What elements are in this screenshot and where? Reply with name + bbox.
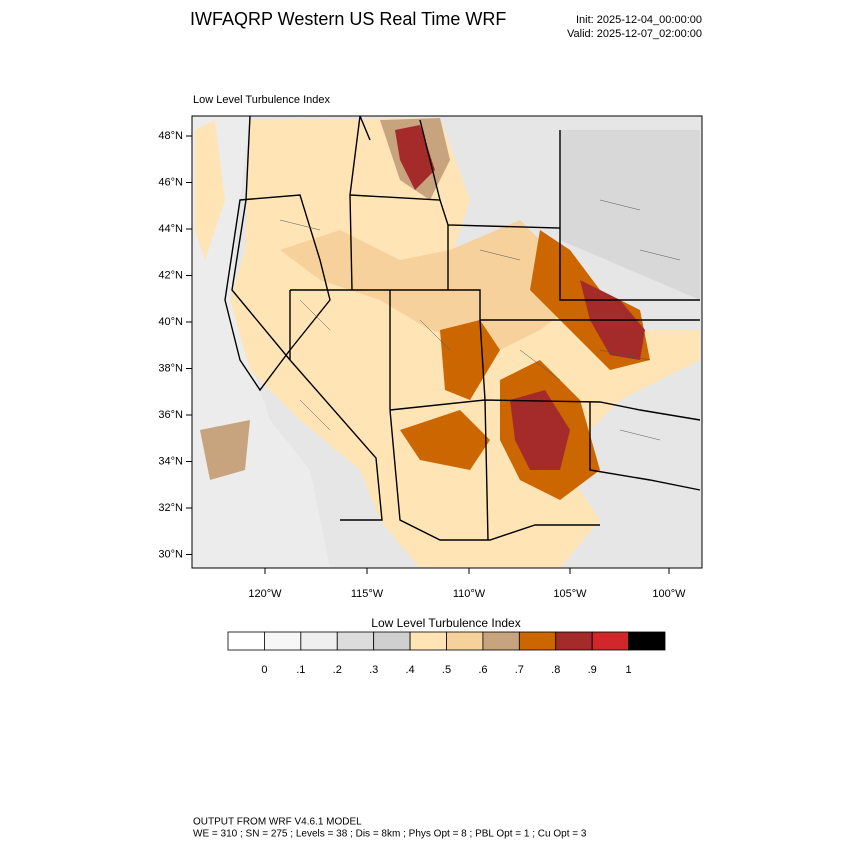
lon-label: 115°W bbox=[351, 588, 384, 600]
lon-label: 120°W bbox=[248, 588, 282, 600]
lat-label: 32°N bbox=[158, 502, 183, 514]
lat-label: 40°N bbox=[158, 316, 183, 328]
colorbar-label: 0 bbox=[261, 664, 267, 676]
colorbar: 0 .1 .2 .3 .4 .5 .6 .7 .8 .9 1 bbox=[227, 631, 666, 676]
colorbar-label: 1 bbox=[626, 664, 632, 676]
lat-label: 42°N bbox=[158, 269, 183, 281]
footer-line: WE = 310 ; SN = 275 ; Levels = 38 ; Dis … bbox=[193, 829, 587, 840]
colorbar-label: .2 bbox=[333, 664, 342, 676]
colorbar-title: Low Level Turbulence Index bbox=[371, 616, 520, 630]
title: IWFAQRP Western US Real Time WRF bbox=[190, 9, 506, 29]
lat-label: 36°N bbox=[158, 409, 183, 421]
init-time: Init: 2025-12-04_00:00:00 bbox=[576, 14, 702, 26]
colorbar-box bbox=[227, 631, 265, 651]
colorbar-box bbox=[446, 631, 484, 651]
colorbar-label: .5 bbox=[442, 664, 451, 676]
colorbar-label: .4 bbox=[405, 664, 414, 676]
colorbar-box bbox=[373, 631, 411, 651]
footer-line: OUTPUT FROM WRF V4.6.1 MODEL bbox=[193, 817, 362, 828]
colorbar-label: .8 bbox=[551, 664, 560, 676]
lat-label: 44°N bbox=[158, 223, 183, 235]
colorbar-box bbox=[409, 631, 447, 651]
map-label: Low Level Turbulence Index bbox=[193, 94, 330, 106]
colorbar-box bbox=[591, 631, 629, 651]
map bbox=[191, 115, 703, 569]
colorbar-box bbox=[300, 631, 338, 651]
lat-label: 46°N bbox=[158, 176, 183, 188]
lat-label: 38°N bbox=[158, 362, 183, 374]
lat-label: 48°N bbox=[158, 130, 183, 142]
colorbar-label: .1 bbox=[296, 664, 305, 676]
colorbar-label: .7 bbox=[515, 664, 524, 676]
lon-label: 100°W bbox=[652, 588, 686, 600]
colorbar-box bbox=[518, 631, 557, 651]
colorbar-box bbox=[336, 631, 375, 651]
lon-label: 105°W bbox=[553, 588, 587, 600]
valid-time: Valid: 2025-12-07_02:00:00 bbox=[567, 28, 702, 40]
colorbar-box bbox=[555, 631, 593, 651]
lon-label: 110°W bbox=[453, 588, 486, 600]
colorbar-box bbox=[482, 631, 520, 651]
colorbar-box bbox=[264, 631, 302, 651]
lat-label: 30°N bbox=[158, 548, 183, 560]
colorbar-label: .6 bbox=[478, 664, 487, 676]
lat-label: 34°N bbox=[158, 455, 183, 467]
colorbar-box bbox=[628, 631, 666, 651]
colorbar-label: .3 bbox=[369, 664, 378, 676]
colorbar-label: .9 bbox=[588, 664, 597, 676]
